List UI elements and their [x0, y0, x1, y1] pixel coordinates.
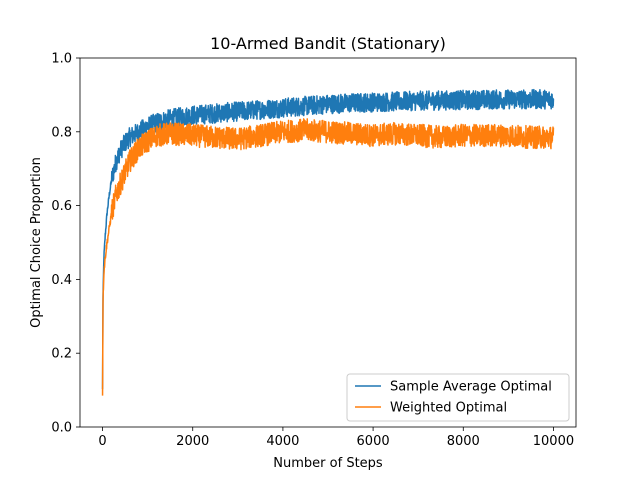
legend-label-1: Weighted Optimal: [390, 401, 507, 416]
series-layer: [101, 88, 555, 396]
x-tick-label: 10000: [533, 434, 574, 449]
chart-title: 10-Armed Bandit (Stationary): [210, 34, 446, 53]
x-tick-label: 2000: [176, 434, 209, 449]
y-tick-label: 0.4: [51, 273, 72, 288]
series-line-0: [101, 88, 555, 390]
legend-label-0: Sample Average Optimal: [390, 380, 552, 395]
legend: Sample Average Optimal Weighted Optimal: [346, 373, 570, 422]
series-line-1: [101, 118, 555, 396]
x-axis-label: Number of Steps: [273, 456, 383, 471]
y-tick-label: 0.0: [51, 421, 72, 436]
axes-layer: 0 2000 4000 6000 8000 10000 0.0 0.2 0.4 0.6 0.8 1.0: [51, 52, 577, 449]
legend-box: [346, 373, 570, 422]
y-axis-label: Optimal Choice Proportion: [29, 157, 44, 328]
y-tick-label: 0.8: [51, 125, 72, 140]
y-tick-label: 0.6: [51, 199, 72, 214]
x-tick-label: 0: [98, 434, 106, 449]
x-tick-label: 8000: [447, 434, 480, 449]
x-tick-label: 6000: [357, 434, 390, 449]
y-tick-label: 1.0: [51, 52, 72, 67]
plot-frame: [79, 57, 577, 428]
x-tick-label: 4000: [266, 434, 299, 449]
y-tick-label: 0.2: [51, 347, 72, 362]
